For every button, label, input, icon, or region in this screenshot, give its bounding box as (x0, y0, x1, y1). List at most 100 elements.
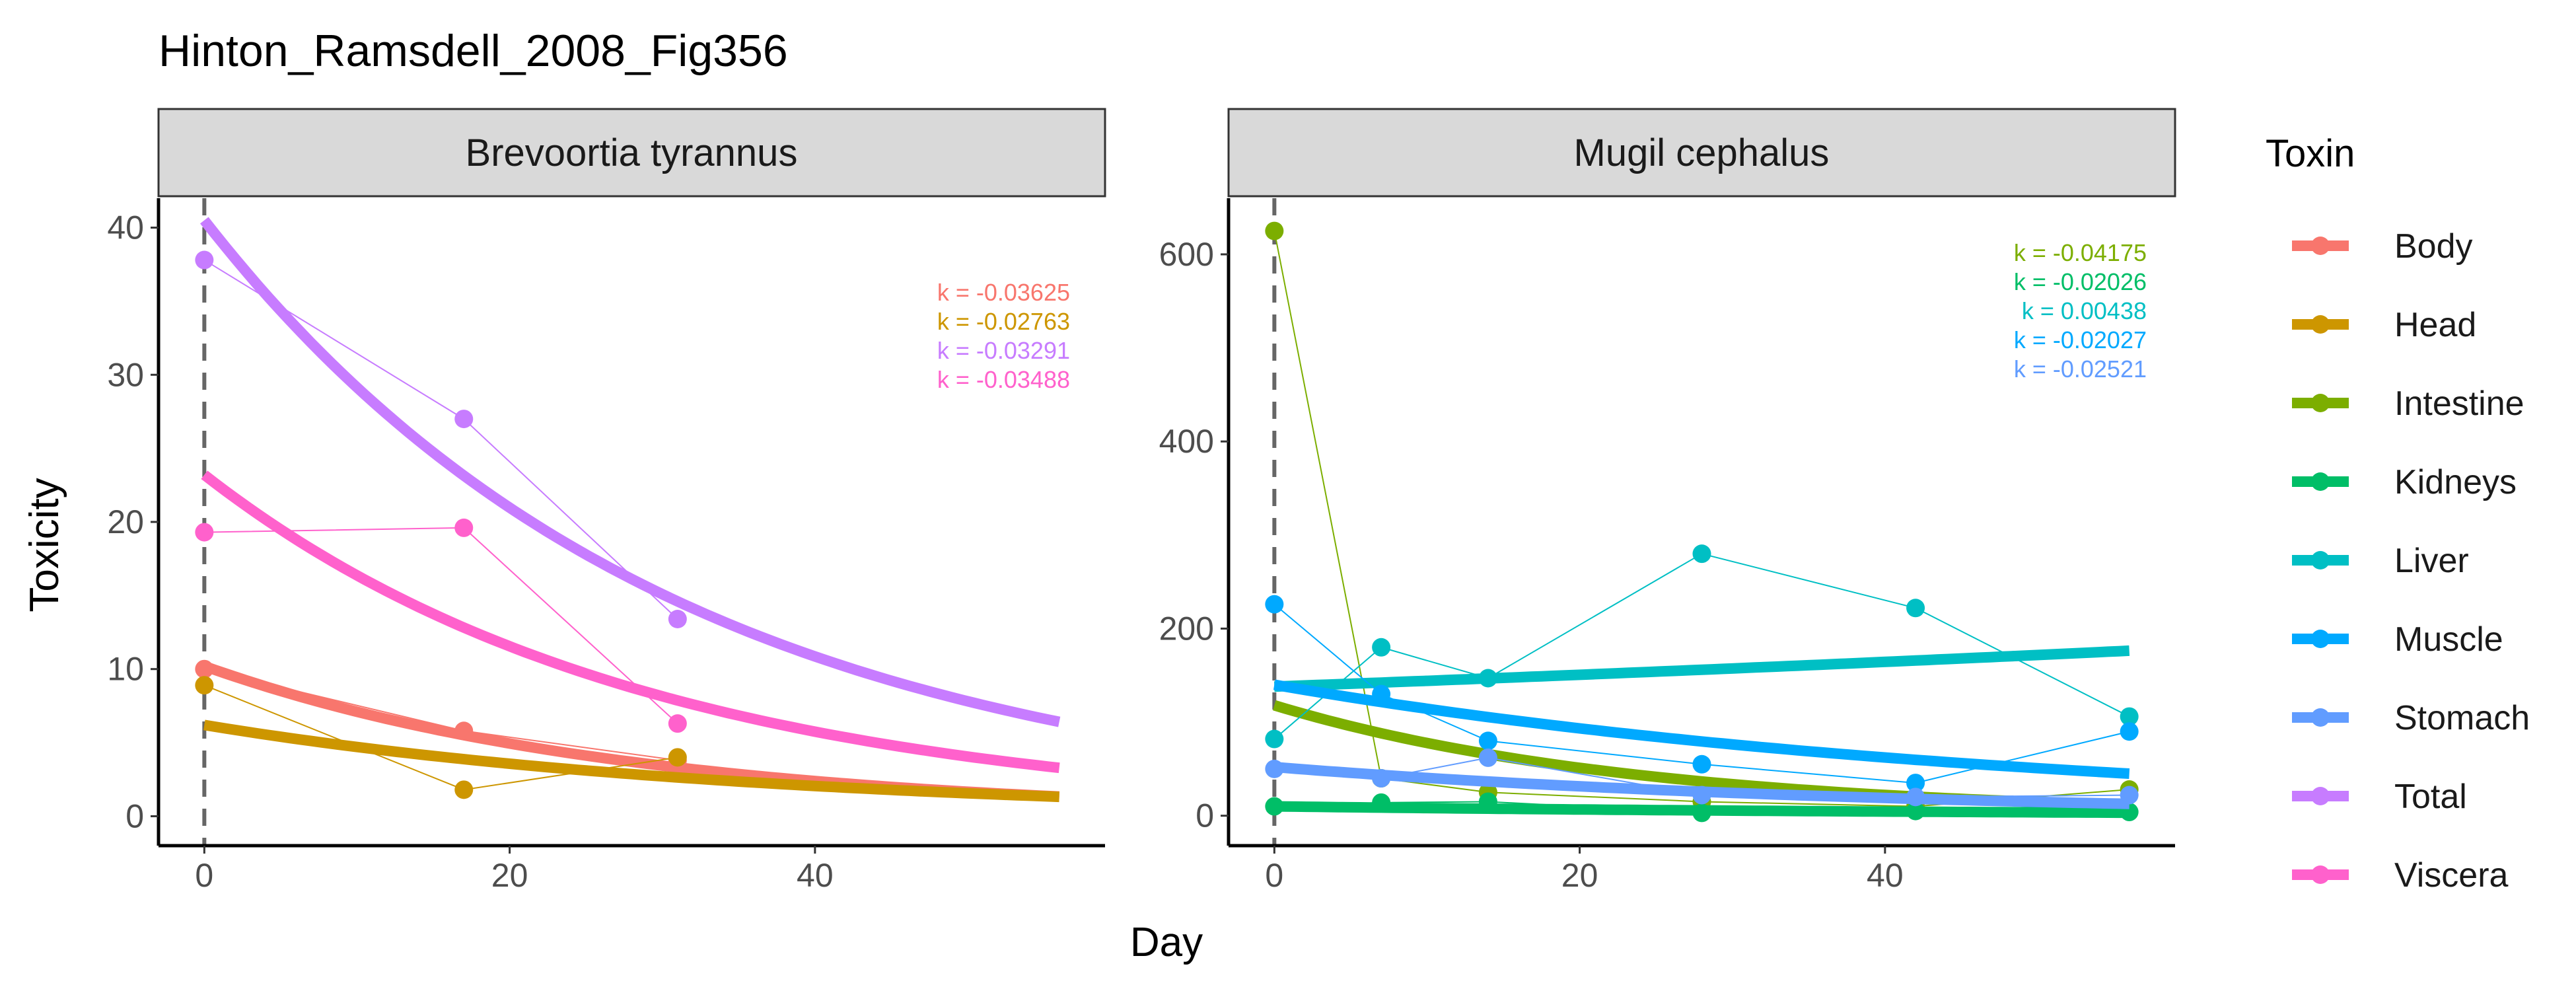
y-tick-label: 40 (107, 209, 144, 246)
data-point-stomach (1692, 786, 1711, 805)
k-annotation: k = 0.00438 (2022, 297, 2147, 324)
data-point-kidneys (1478, 792, 1497, 811)
legend-label: Body (2394, 227, 2473, 266)
legend-key-point (2311, 865, 2330, 884)
y-tick-label: 600 (1159, 236, 1214, 273)
x-tick-label: 0 (195, 857, 213, 894)
data-point-head (668, 748, 687, 767)
data-point-total (668, 610, 687, 628)
data-point-total (454, 410, 474, 429)
legend-label: Head (2394, 306, 2476, 344)
data-point-muscle (1478, 731, 1497, 751)
data-point-kidneys (1265, 797, 1284, 816)
panel-background (1229, 198, 2175, 846)
data-point-liver (1906, 599, 1925, 618)
data-point-kidneys (1372, 793, 1391, 812)
legend-title: Toxin (2266, 132, 2355, 175)
y-tick-label: 400 (1159, 423, 1214, 460)
data-point-viscera (454, 518, 474, 537)
data-point-total (195, 250, 214, 270)
chart-title: Hinton_Ramsdell_2008_Fig356 (159, 26, 788, 76)
data-point-head (195, 676, 214, 695)
legend-item-muscle: Muscle (2292, 620, 2503, 659)
data-point-muscle (1265, 595, 1284, 614)
legend-key-point (2311, 237, 2330, 255)
y-tick-label: 10 (107, 651, 144, 688)
series-muscle (1265, 595, 2139, 793)
k-annotation: k = -0.02763 (937, 308, 1070, 335)
data-point-stomach (1906, 788, 1925, 807)
legend-label: Liver (2394, 542, 2469, 580)
series-head (195, 676, 1059, 803)
series-stomach (1265, 748, 2139, 809)
legend-item-kidneys: Kidneys (2292, 463, 2517, 501)
legend-label: Kidneys (2394, 463, 2517, 501)
legend-item-liver: Liver (2292, 542, 2469, 580)
x-tick-label: 40 (1867, 857, 1904, 894)
series-kidneys (1265, 792, 2139, 823)
data-point-stomach (2120, 786, 2139, 805)
data-point-liver (1372, 638, 1391, 657)
data-point-liver (1692, 544, 1711, 564)
k-annotation: k = -0.03488 (937, 366, 1070, 393)
legend-key-point (2311, 708, 2330, 727)
series-total (195, 217, 1061, 727)
legend-label: Muscle (2394, 620, 2503, 659)
legend-label: Stomach (2394, 699, 2530, 737)
legend-key-point (2311, 787, 2330, 805)
data-point-stomach (1265, 759, 1284, 778)
data-point-liver (2120, 707, 2139, 726)
y-tick-label: 0 (1196, 797, 1214, 834)
data-point-head (454, 780, 474, 799)
data-point-body (195, 659, 214, 679)
x-tick-label: 40 (797, 857, 834, 894)
legend-item-body: Body (2292, 227, 2473, 266)
strip-mugil (1227, 108, 2176, 198)
fit-curve-liver (1274, 645, 2130, 692)
x-axis-title: Day (1130, 920, 1203, 965)
data-point-muscle (1692, 754, 1711, 774)
y-tick-label: 200 (1159, 610, 1214, 647)
data-point-muscle (1372, 684, 1391, 704)
data-point-kidneys (1692, 803, 1711, 823)
legend-item-head: Head (2292, 306, 2476, 344)
legend-key-point (2311, 472, 2330, 491)
strip-title-brevoortia: Brevoortia tyrannus (466, 131, 798, 174)
fit-curve-muscle (1273, 679, 2130, 779)
y-tick-label: 20 (107, 503, 144, 540)
data-point-stomach (1478, 748, 1497, 767)
x-tick-label: 20 (491, 857, 528, 894)
data-point-liver (1478, 669, 1497, 688)
fit-curve-head (203, 719, 1059, 803)
legend-item-total: Total (2292, 778, 2467, 816)
legend-key-point (2311, 394, 2330, 412)
legend: Toxin Body Head Intestine Kidneys Liver Muscl… (2266, 132, 2530, 895)
data-point-kidneys (1906, 801, 1925, 821)
k-annotation: k = -0.02027 (2014, 326, 2147, 353)
legend-item-stomach: Stomach (2292, 699, 2530, 737)
data-point-viscera (195, 523, 214, 542)
legend-label: Total (2394, 778, 2467, 816)
k-annotation: k = -0.03291 (937, 337, 1070, 364)
x-tick-label: 20 (1561, 857, 1598, 894)
strip-brevoortia (157, 108, 1106, 198)
data-point-muscle (2120, 722, 2139, 741)
legend-key-point (2311, 551, 2330, 569)
k-annotation: k = -0.03625 (937, 279, 1070, 306)
series-liver (1265, 544, 2139, 749)
data-line-muscle (1273, 603, 2129, 784)
series-viscera (195, 470, 1060, 774)
data-point-viscera (668, 714, 687, 733)
k-annotation: k = -0.02026 (2014, 268, 2147, 295)
y-tick-label: 0 (125, 797, 144, 834)
x-tick-label: 0 (1265, 857, 1283, 894)
legend-label: Intestine (2394, 385, 2524, 423)
legend-key-point (2311, 315, 2330, 334)
y-axis-title: Toxicity (22, 478, 67, 612)
data-point-liver (1265, 729, 1284, 749)
data-point-stomach (1372, 769, 1391, 788)
